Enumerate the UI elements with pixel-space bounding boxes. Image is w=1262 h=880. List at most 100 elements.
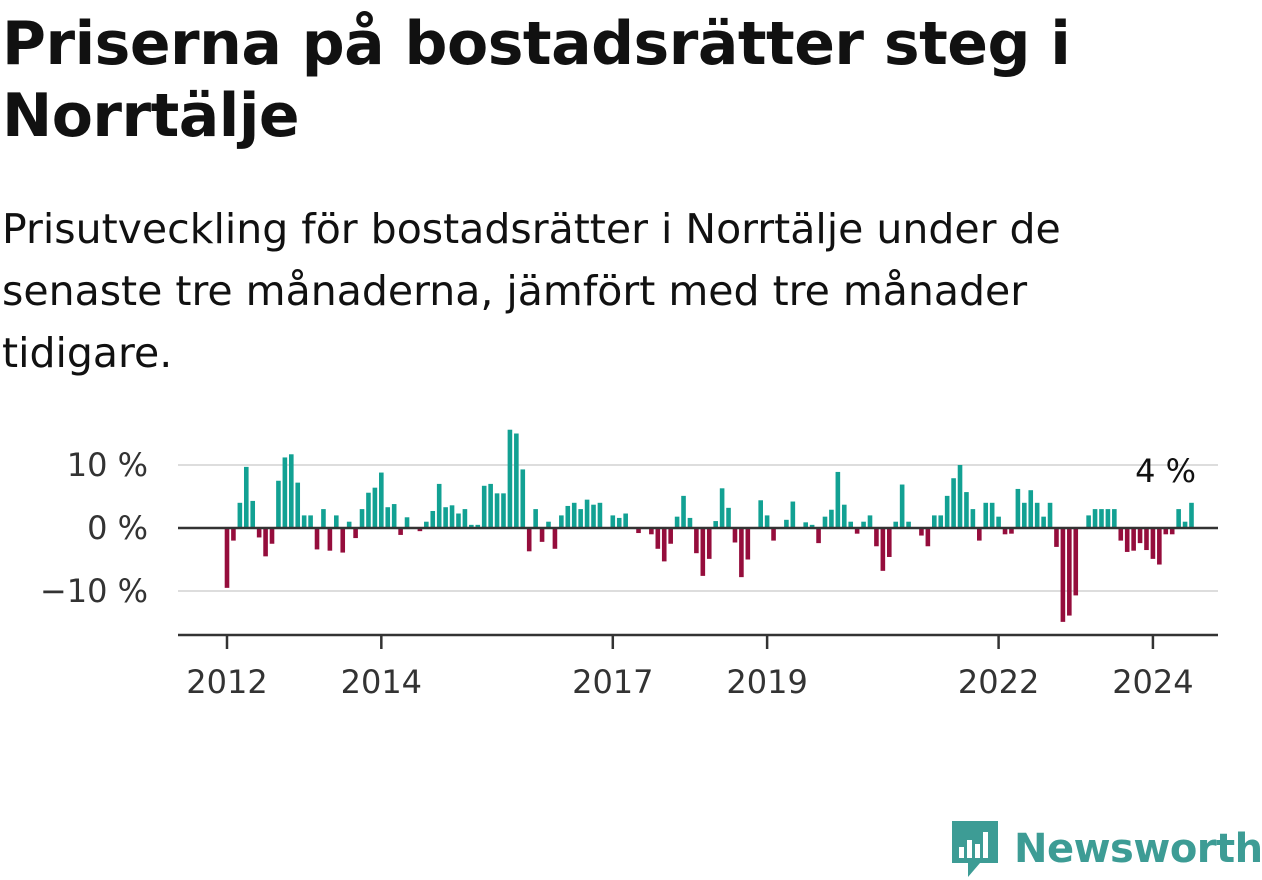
bar — [1047, 502, 1053, 528]
bar — [449, 505, 455, 528]
bar — [1002, 528, 1008, 535]
x-tick-label: 2017 — [572, 663, 653, 700]
bar — [610, 515, 616, 528]
bar — [507, 429, 513, 528]
bar — [1099, 509, 1104, 528]
chart-subtitle: Prisutveckling för bostadsrätter i Norrt… — [2, 205, 1061, 377]
bar — [771, 528, 776, 541]
bar — [1112, 509, 1117, 528]
bar — [880, 528, 886, 571]
bar — [1124, 528, 1130, 552]
bar — [501, 493, 506, 528]
bar — [526, 528, 532, 552]
bar — [1189, 502, 1194, 528]
bar — [957, 465, 963, 528]
bar — [359, 509, 365, 528]
x-tick-label: 2022 — [958, 663, 1039, 700]
bar — [661, 528, 667, 562]
bar — [861, 521, 866, 528]
bar — [899, 484, 905, 528]
bar — [591, 504, 596, 528]
bar — [1182, 521, 1188, 528]
bar — [835, 471, 841, 528]
bar — [321, 509, 326, 528]
bar — [886, 528, 892, 557]
bar — [893, 521, 899, 528]
bar — [597, 502, 603, 528]
x-tick-label: 2019 — [726, 663, 807, 700]
bar — [488, 483, 493, 528]
bar — [1015, 488, 1021, 528]
bar — [481, 485, 487, 528]
bar — [1086, 515, 1091, 528]
bar — [706, 528, 712, 559]
bar — [1009, 528, 1014, 534]
bar — [938, 515, 944, 528]
bar — [340, 528, 346, 553]
bar — [867, 515, 873, 528]
bar — [571, 502, 577, 528]
bar — [616, 517, 622, 528]
bar — [687, 517, 693, 528]
bar — [430, 510, 436, 528]
bar — [424, 521, 429, 528]
bar — [919, 528, 924, 536]
bar — [256, 528, 262, 538]
bar — [694, 528, 699, 554]
bar — [803, 522, 808, 528]
bar — [623, 513, 628, 528]
bar — [327, 528, 333, 551]
bar — [970, 509, 976, 528]
x-tick-label: 2012 — [186, 663, 267, 700]
bar — [655, 528, 661, 549]
bar — [906, 521, 911, 528]
last-value-label: 4 % — [1135, 452, 1196, 490]
bar — [848, 521, 854, 528]
bar — [366, 492, 371, 528]
bar — [822, 516, 828, 528]
bar — [1041, 516, 1046, 528]
bar — [334, 515, 339, 528]
bar — [243, 466, 249, 528]
bar — [951, 478, 956, 528]
bar — [925, 528, 931, 547]
bar — [308, 515, 313, 528]
bar — [816, 528, 821, 544]
bar — [353, 528, 358, 539]
bar — [404, 517, 410, 528]
bar — [276, 480, 281, 528]
bar — [443, 507, 448, 528]
brand-name: Newsworthy — [1014, 826, 1262, 872]
bar — [790, 501, 796, 528]
bar — [739, 528, 744, 578]
bar — [758, 500, 763, 528]
bar — [1144, 528, 1149, 551]
bar — [1092, 509, 1098, 528]
bar — [713, 521, 718, 528]
bar — [874, 528, 879, 547]
bar — [379, 472, 384, 528]
bar — [475, 524, 481, 528]
bar — [674, 516, 680, 528]
bar — [494, 493, 500, 528]
bar — [301, 515, 307, 528]
bar — [456, 513, 461, 528]
bar — [231, 528, 236, 541]
bar — [1034, 502, 1040, 528]
bar — [1163, 528, 1169, 535]
bar — [636, 528, 641, 534]
bar — [944, 495, 950, 528]
bar — [977, 528, 982, 541]
bar — [1105, 509, 1111, 528]
bar — [514, 433, 519, 528]
bar — [578, 509, 583, 528]
bar — [565, 505, 571, 528]
bar — [269, 528, 275, 544]
bar — [1137, 528, 1143, 544]
bar — [726, 507, 731, 528]
bar — [681, 495, 686, 528]
bar — [668, 528, 673, 544]
bar — [649, 528, 654, 535]
bar — [745, 528, 751, 560]
bar — [436, 483, 442, 528]
